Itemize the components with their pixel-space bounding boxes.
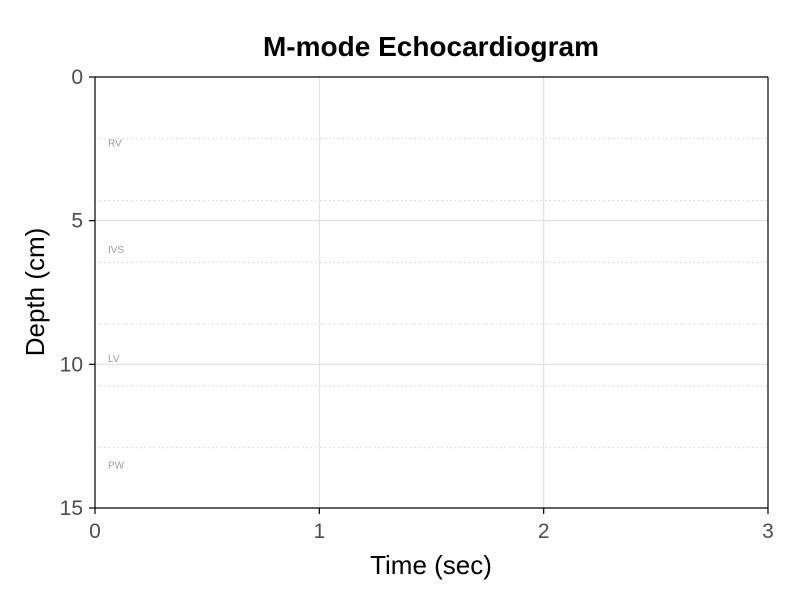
x-tick-label: 3 [762, 520, 774, 543]
region-label: PW [108, 460, 125, 471]
y-tick-label: 10 [60, 353, 83, 376]
chart-title: M-mode Echocardiogram [263, 31, 599, 62]
x-tick-label: 2 [538, 520, 550, 543]
x-axis-title: Time (sec) [370, 550, 492, 580]
y-axis-title: Depth (cm) [20, 228, 50, 357]
region-label: IVS [108, 245, 124, 256]
x-tick-label: 1 [313, 520, 325, 543]
x-tick-label: 0 [89, 520, 101, 543]
region-label: RV [108, 139, 122, 150]
plot-area: RV IVS LV PW 0 1 2 3 0 5 10 15 [60, 66, 774, 543]
y-tick-label: 5 [71, 210, 83, 233]
y-tick-label: 0 [71, 66, 83, 89]
region-label: LV [108, 354, 120, 365]
y-tick-label: 15 [60, 497, 83, 520]
